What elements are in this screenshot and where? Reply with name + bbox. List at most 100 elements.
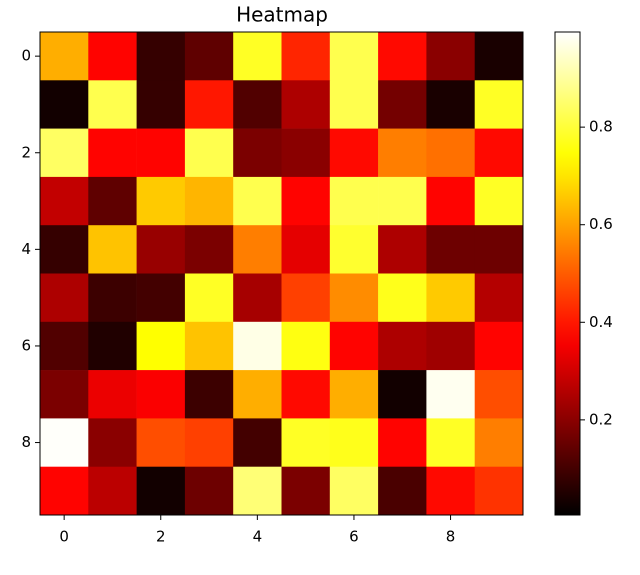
heat-cell	[378, 370, 427, 419]
colorbar	[554, 31, 581, 516]
y-tick-label: 8	[21, 433, 31, 451]
heat-cell	[281, 321, 331, 371]
heat-cell	[136, 466, 186, 516]
heat-cell	[474, 32, 524, 81]
heat-cell	[136, 32, 186, 81]
heat-cell	[474, 128, 524, 178]
heat-cell	[184, 418, 234, 467]
heat-cell	[184, 225, 234, 274]
heat-cell	[329, 370, 379, 419]
heat-cell	[88, 273, 137, 323]
colorbar-tick-label: 0.6	[589, 215, 613, 233]
heat-cell	[426, 80, 475, 129]
heat-cell	[233, 225, 282, 274]
heat-cell	[184, 273, 234, 323]
heat-cell	[329, 418, 379, 467]
heat-cell	[136, 225, 186, 274]
heat-cell	[378, 128, 427, 178]
heat-cell	[329, 32, 379, 81]
heat-cell	[184, 321, 234, 371]
heat-cell	[474, 321, 524, 371]
heat-cell	[40, 225, 89, 274]
heat-cell	[426, 418, 475, 467]
heat-cell	[281, 273, 331, 323]
heat-cell	[88, 225, 137, 274]
heat-cell	[88, 80, 137, 129]
heat-cell	[40, 80, 89, 129]
heat-cell	[233, 418, 282, 467]
heat-cell	[281, 418, 331, 467]
x-tick-label: 6	[349, 528, 359, 546]
y-tick-label: 6	[21, 336, 31, 354]
y-tick-label: 0	[21, 47, 31, 65]
heat-cell	[184, 176, 234, 226]
heat-cell	[329, 80, 379, 129]
heat-cell	[40, 466, 89, 516]
heat-cell	[136, 273, 186, 323]
heat-cell	[88, 418, 137, 467]
heat-cell	[184, 466, 234, 516]
heat-cell	[378, 32, 427, 81]
heat-cell	[40, 32, 89, 81]
heat-cell	[136, 418, 186, 467]
heat-cell	[40, 370, 89, 419]
heat-cell	[474, 176, 524, 226]
heat-cell	[329, 321, 379, 371]
heat-cell	[474, 418, 524, 467]
colorbar-tick-label: 0.2	[589, 410, 613, 428]
x-tick-label: 2	[156, 528, 166, 546]
heat-cell	[474, 225, 524, 274]
heat-cell	[136, 176, 186, 226]
heat-cell	[426, 273, 475, 323]
heat-cell	[426, 176, 475, 226]
chart-title: Heatmap	[236, 3, 328, 27]
heat-cell	[281, 128, 331, 178]
heat-cell	[136, 370, 186, 419]
heat-cell	[474, 273, 524, 323]
y-tick-label: 4	[21, 240, 31, 258]
heat-cell	[88, 370, 137, 419]
heat-cell	[378, 466, 427, 516]
heat-cell	[233, 321, 282, 371]
heat-cell	[426, 321, 475, 371]
heat-cell	[233, 370, 282, 419]
x-tick-label: 0	[59, 528, 69, 546]
colorbar-tick-label: 0.4	[589, 313, 613, 331]
heat-cell	[88, 128, 137, 178]
heat-cell	[329, 225, 379, 274]
heat-cell	[88, 32, 137, 81]
heat-cell	[233, 176, 282, 226]
heat-cell	[378, 225, 427, 274]
heat-cell	[233, 273, 282, 323]
heat-cell	[281, 32, 331, 81]
heat-cell	[40, 321, 89, 371]
heat-cell	[136, 80, 186, 129]
heat-cell	[281, 80, 331, 129]
heat-cell	[426, 225, 475, 274]
heat-cell	[233, 466, 282, 516]
heat-cell	[474, 370, 524, 419]
heat-cell	[378, 418, 427, 467]
heat-cell	[329, 466, 379, 516]
x-tick-label: 4	[253, 528, 263, 546]
heat-cell	[426, 128, 475, 178]
heat-cell	[329, 176, 379, 226]
colorbar-tick-label: 0.8	[589, 118, 613, 136]
heat-cell	[426, 32, 475, 81]
heat-cell	[184, 128, 234, 178]
heat-cell	[378, 176, 427, 226]
heat-cell	[88, 321, 137, 371]
heat-cell	[474, 466, 524, 516]
y-tick-label: 2	[21, 143, 31, 161]
heat-cell	[40, 273, 89, 323]
heat-cell	[378, 80, 427, 129]
heat-cell	[233, 32, 282, 81]
heat-cell	[40, 128, 89, 178]
heat-cell	[184, 370, 234, 419]
heat-cell	[233, 128, 282, 178]
heat-cell	[426, 370, 475, 419]
heat-cell	[474, 80, 524, 129]
heat-cell	[88, 176, 137, 226]
heat-cell	[184, 80, 234, 129]
